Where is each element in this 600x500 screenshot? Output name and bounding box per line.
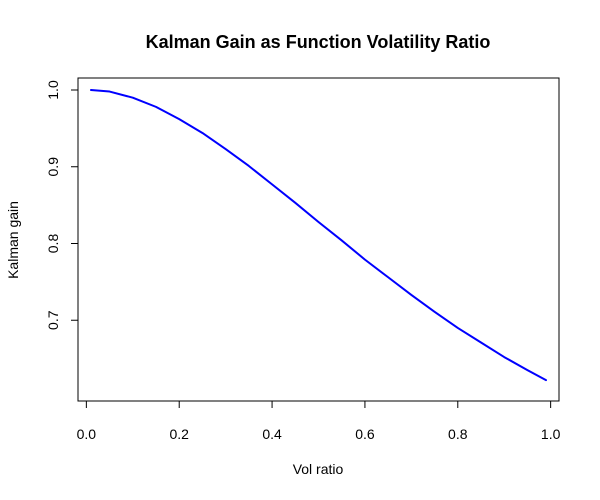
plot-frame: [77, 77, 560, 402]
x-tick-label: 0.0: [77, 426, 97, 442]
chart-title: Kalman Gain as Function Volatility Ratio: [146, 32, 491, 52]
y-tick-label: 1.0: [45, 80, 61, 100]
y-tick-label: 0.7: [45, 310, 61, 330]
y-tick-label: 0.8: [45, 234, 61, 254]
x-axis-label: Vol ratio: [293, 461, 344, 477]
series-layer: [90, 89, 547, 382]
x-tick-label: 0.6: [355, 426, 375, 442]
x-axis: 0.0 0.2 0.4 0.6 0.8 1.0: [77, 400, 561, 442]
x-tick-label: 1.0: [541, 426, 561, 442]
x-tick-label: 0.8: [448, 426, 468, 442]
series-line: [90, 89, 547, 382]
y-axis-label: Kalman gain: [5, 201, 21, 279]
y-tick-label: 0.9: [45, 157, 61, 177]
y-axis: 0.7 0.8 0.9 1.0: [45, 80, 79, 330]
x-tick-label: 0.2: [169, 426, 189, 442]
x-tick-label: 0.4: [262, 426, 282, 442]
